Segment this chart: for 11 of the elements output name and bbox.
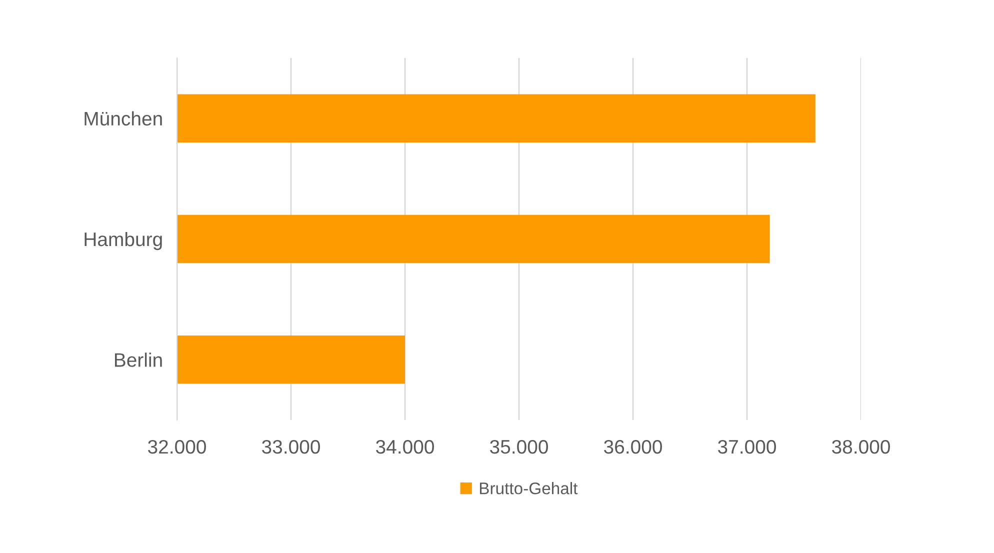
x-tick-label: 33.000: [262, 440, 320, 454]
y-tick-label: Hamburg: [84, 232, 162, 250]
x-tick-label: 36.000: [604, 440, 662, 454]
x-tick-label: 37.000: [718, 440, 776, 454]
y-tick-label: Berlin: [114, 352, 162, 367]
legend-label: Brutto-Gehalt: [480, 482, 578, 494]
x-tick-label: 35.000: [490, 440, 548, 454]
x-tick-label: 32.000: [148, 440, 206, 454]
x-tick-label: 34.000: [376, 440, 434, 454]
y-tick-label: München: [84, 111, 162, 126]
x-tick-label: 38.000: [832, 440, 890, 454]
